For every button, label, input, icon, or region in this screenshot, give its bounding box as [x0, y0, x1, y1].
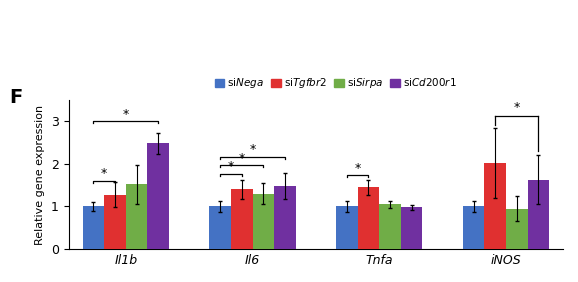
Legend: si$\it{Nega}$, si$\it{Tgfbr2}$, si$\it{Sirpa}$, si$\it{Cd200r1}$: si$\it{Nega}$, si$\it{Tgfbr2}$, si$\it{S… — [210, 72, 461, 94]
Bar — [231, 190, 253, 249]
Bar — [336, 206, 358, 249]
Bar — [463, 206, 484, 249]
Text: *: * — [123, 108, 129, 121]
Y-axis label: Relative gene expression: Relative gene expression — [35, 104, 46, 244]
Text: *: * — [514, 101, 520, 114]
Text: *: * — [249, 143, 255, 156]
Text: *: * — [239, 152, 245, 165]
Bar — [104, 195, 126, 249]
Bar — [126, 184, 147, 249]
Text: *: * — [354, 162, 361, 175]
Bar — [253, 194, 274, 249]
Bar — [83, 206, 104, 249]
Text: *: * — [101, 168, 108, 180]
Bar — [274, 186, 295, 249]
Bar — [379, 204, 401, 249]
Text: *: * — [228, 160, 234, 173]
Bar — [358, 187, 379, 249]
Bar — [147, 143, 169, 249]
Bar — [484, 163, 506, 249]
Bar — [506, 209, 528, 249]
Bar — [209, 206, 231, 249]
Text: F: F — [9, 88, 23, 107]
Bar — [401, 207, 423, 249]
Bar — [528, 180, 549, 249]
